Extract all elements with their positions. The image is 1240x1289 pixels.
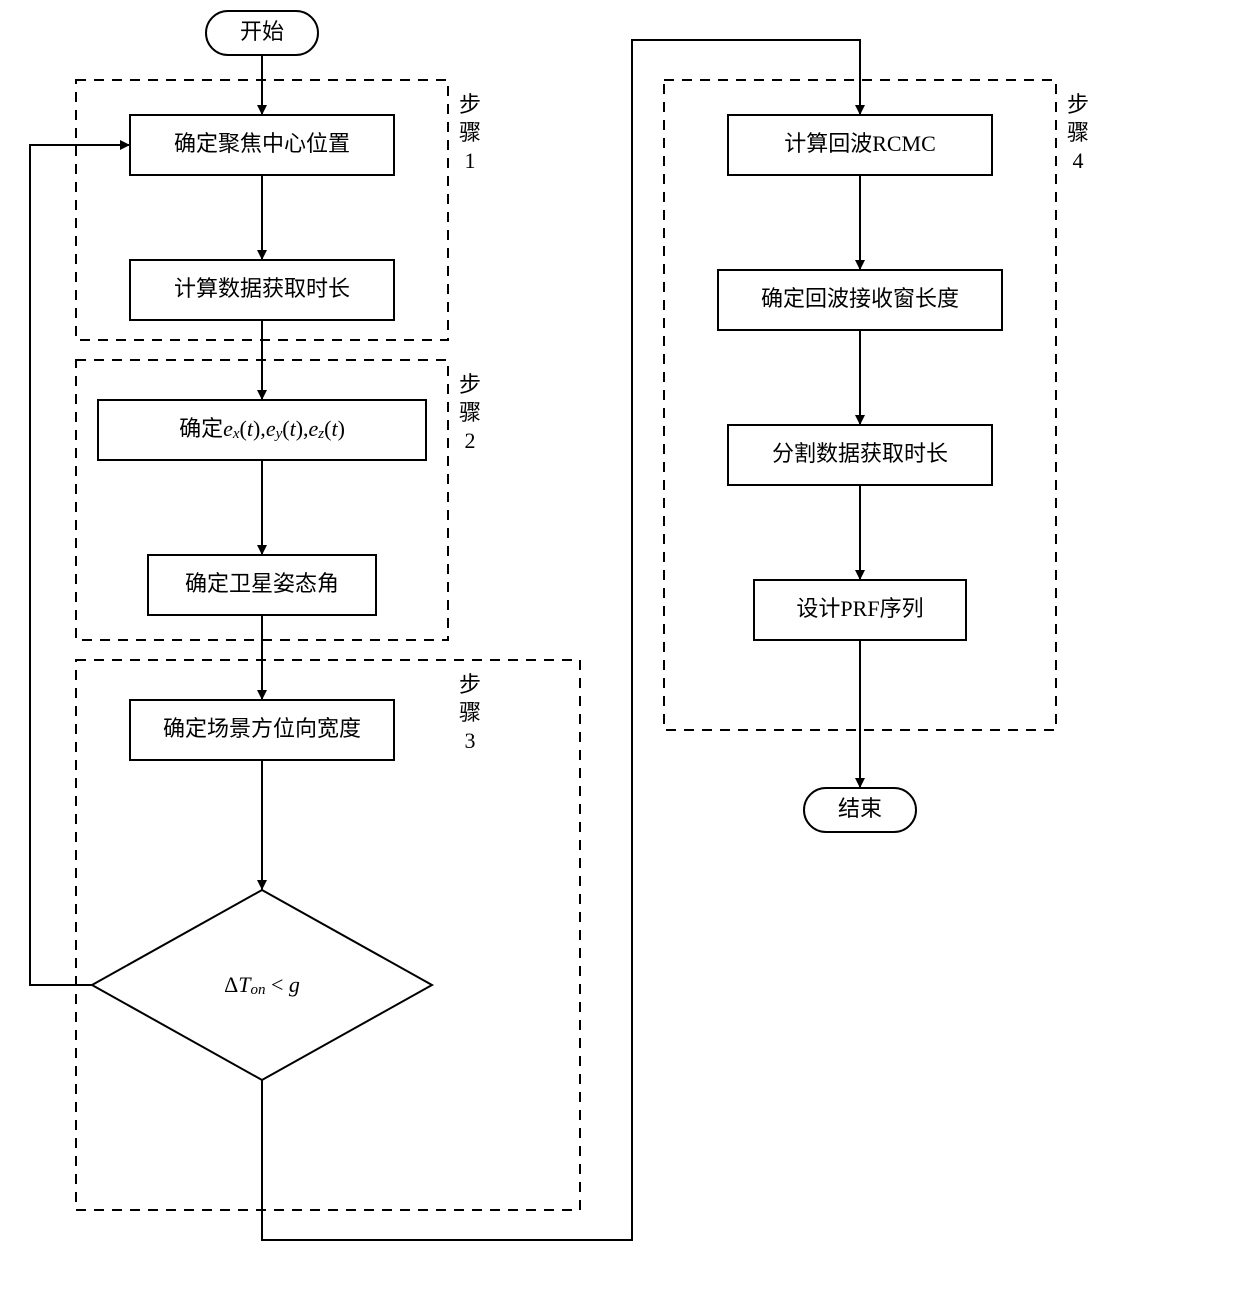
arrow-route <box>30 145 130 985</box>
svg-text:4: 4 <box>1073 148 1084 173</box>
svg-text:步: 步 <box>459 372 481 397</box>
svg-text:步: 步 <box>459 672 481 697</box>
svg-text:设计PRF序列: 设计PRF序列 <box>796 596 923 621</box>
svg-text:确定场景方位向宽度: 确定场景方位向宽度 <box>163 716 361 741</box>
svg-text:骤: 骤 <box>1067 120 1089 145</box>
svg-text:确定卫星姿态角: 确定卫星姿态角 <box>185 571 339 596</box>
svg-text:确定回波接收窗长度: 确定回波接收窗长度 <box>761 286 959 311</box>
svg-text:分割数据获取时长: 分割数据获取时长 <box>772 441 948 466</box>
svg-text:确定聚焦中心位置: 确定聚焦中心位置 <box>174 131 350 156</box>
svg-text:3: 3 <box>465 728 476 753</box>
svg-text:开始: 开始 <box>240 19 284 44</box>
svg-text:2: 2 <box>465 428 476 453</box>
svg-text:骤: 骤 <box>459 120 481 145</box>
svg-text:结束: 结束 <box>838 796 882 821</box>
svg-text:1: 1 <box>465 148 476 173</box>
svg-text:骤: 骤 <box>459 700 481 725</box>
svg-text:计算数据获取时长: 计算数据获取时长 <box>174 276 350 301</box>
svg-text:步: 步 <box>459 92 481 117</box>
svg-text:计算回波RCMC: 计算回波RCMC <box>784 131 936 156</box>
svg-text:步: 步 <box>1067 92 1089 117</box>
svg-text:骤: 骤 <box>459 400 481 425</box>
